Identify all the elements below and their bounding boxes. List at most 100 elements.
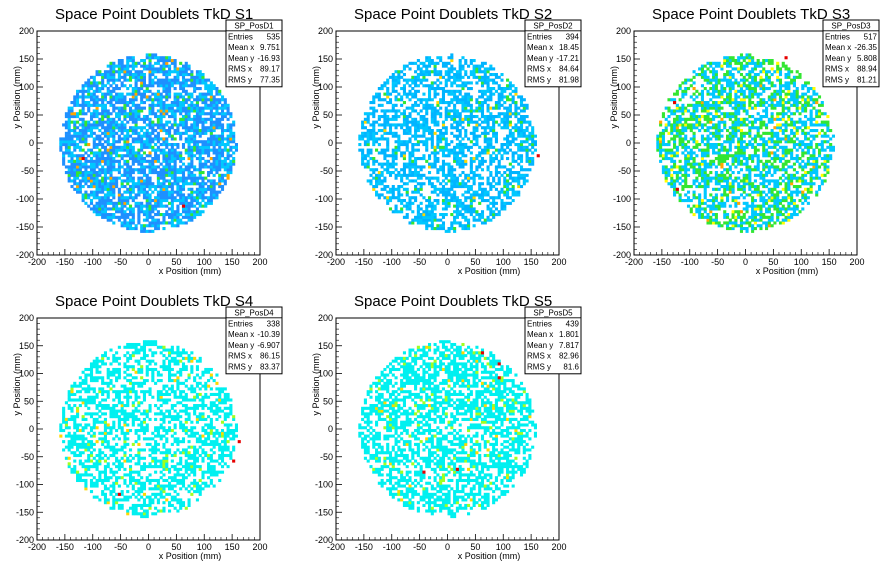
bin-cell <box>148 193 152 197</box>
bin-cell <box>689 115 693 119</box>
bin-cell <box>681 123 685 127</box>
bin-cell <box>519 129 524 133</box>
bin-cell <box>117 201 121 205</box>
bin-cell <box>126 151 130 155</box>
bin-cell <box>458 162 462 166</box>
bin-cell <box>117 134 121 138</box>
bin-cell <box>117 187 121 191</box>
bin-cell <box>98 171 102 175</box>
bin-cell <box>106 81 110 85</box>
bin-cell <box>414 159 418 163</box>
bin-cell <box>375 159 379 163</box>
bin-cell <box>154 67 158 71</box>
bin-cell <box>425 159 429 163</box>
bin-cell <box>128 196 133 200</box>
bin-cell <box>433 73 437 77</box>
bin-cell <box>433 81 437 85</box>
bin-cell <box>673 165 677 169</box>
bin-cell <box>397 137 401 141</box>
bin-cell <box>720 171 724 175</box>
bin-cell <box>184 61 188 65</box>
bin-cell <box>714 151 718 155</box>
bin-cell <box>156 59 160 63</box>
bin-cell <box>408 204 412 208</box>
bin-cell <box>720 157 724 161</box>
bin-cell <box>720 199 724 203</box>
bin-cell <box>458 210 462 214</box>
bin-cell <box>433 145 437 149</box>
bin-cell <box>519 157 524 161</box>
bin-cell <box>703 109 707 113</box>
bin-cell <box>408 78 412 82</box>
bin-cell <box>472 64 476 68</box>
bin-cell <box>123 173 127 177</box>
bin-cell <box>101 75 105 79</box>
bin-cell <box>92 137 96 141</box>
bin-cell <box>706 179 710 183</box>
bin-cell <box>151 162 155 166</box>
bin-cell <box>78 154 82 158</box>
bin-cell <box>422 61 426 65</box>
bin-cell <box>181 182 186 186</box>
bin-cell <box>698 103 702 107</box>
bin-cell <box>723 185 727 189</box>
bin-cell <box>73 123 77 127</box>
bin-cell <box>703 129 707 133</box>
bin-cell <box>95 207 99 211</box>
bin-cell <box>698 185 702 189</box>
bin-cell <box>67 145 71 149</box>
bin-cell <box>430 84 434 88</box>
bin-cell <box>184 89 188 93</box>
bin-cell <box>142 190 147 194</box>
bin-cell <box>675 115 679 119</box>
bin-cell <box>695 106 699 110</box>
bin-cell <box>131 159 135 163</box>
bin-cell <box>494 213 498 217</box>
bin-cell <box>489 126 493 130</box>
bin-cell <box>461 201 465 205</box>
bin-cell <box>215 171 219 175</box>
bin-cell <box>154 165 158 169</box>
bin-cell <box>450 117 454 121</box>
bin-cell <box>700 98 704 102</box>
bin-cell <box>469 151 473 155</box>
bin-cell <box>106 196 110 200</box>
bin-cell <box>198 120 202 124</box>
bin-cell <box>156 67 160 71</box>
bin-cell <box>467 204 471 208</box>
bin-cell <box>494 187 498 191</box>
bin-cell <box>486 215 490 219</box>
bin-cell <box>109 173 113 177</box>
bin-cell <box>436 73 440 77</box>
bin-cell <box>402 129 406 133</box>
bin-cell <box>492 199 496 203</box>
bin-cell <box>151 199 155 203</box>
bin-cell <box>170 182 174 186</box>
bin-cell <box>461 148 465 152</box>
bin-cell <box>209 193 213 197</box>
bin-cell <box>712 87 716 91</box>
bin-cell <box>201 162 205 166</box>
bin-cell <box>193 89 197 93</box>
bin-cell <box>366 112 370 116</box>
bin-cell <box>156 145 160 149</box>
bin-cell <box>78 159 82 163</box>
bin-cell <box>109 84 113 88</box>
bin-cell <box>126 201 130 205</box>
bin-cell <box>430 70 434 74</box>
bin-cell <box>103 182 107 186</box>
bin-cell <box>706 67 710 71</box>
bin-cell <box>720 67 724 71</box>
bin-cell <box>444 126 448 130</box>
bin-cell <box>394 134 398 138</box>
x-tick-label: 150 <box>524 257 539 267</box>
bin-cell <box>380 129 384 133</box>
bin-cell <box>184 131 188 135</box>
bin-cell <box>126 143 130 147</box>
bin-cell <box>218 162 222 166</box>
bin-cell <box>204 106 208 110</box>
bin-cell <box>170 173 174 177</box>
bin-cell <box>162 215 166 219</box>
bin-cell <box>447 179 451 183</box>
bin-cell <box>89 199 94 203</box>
